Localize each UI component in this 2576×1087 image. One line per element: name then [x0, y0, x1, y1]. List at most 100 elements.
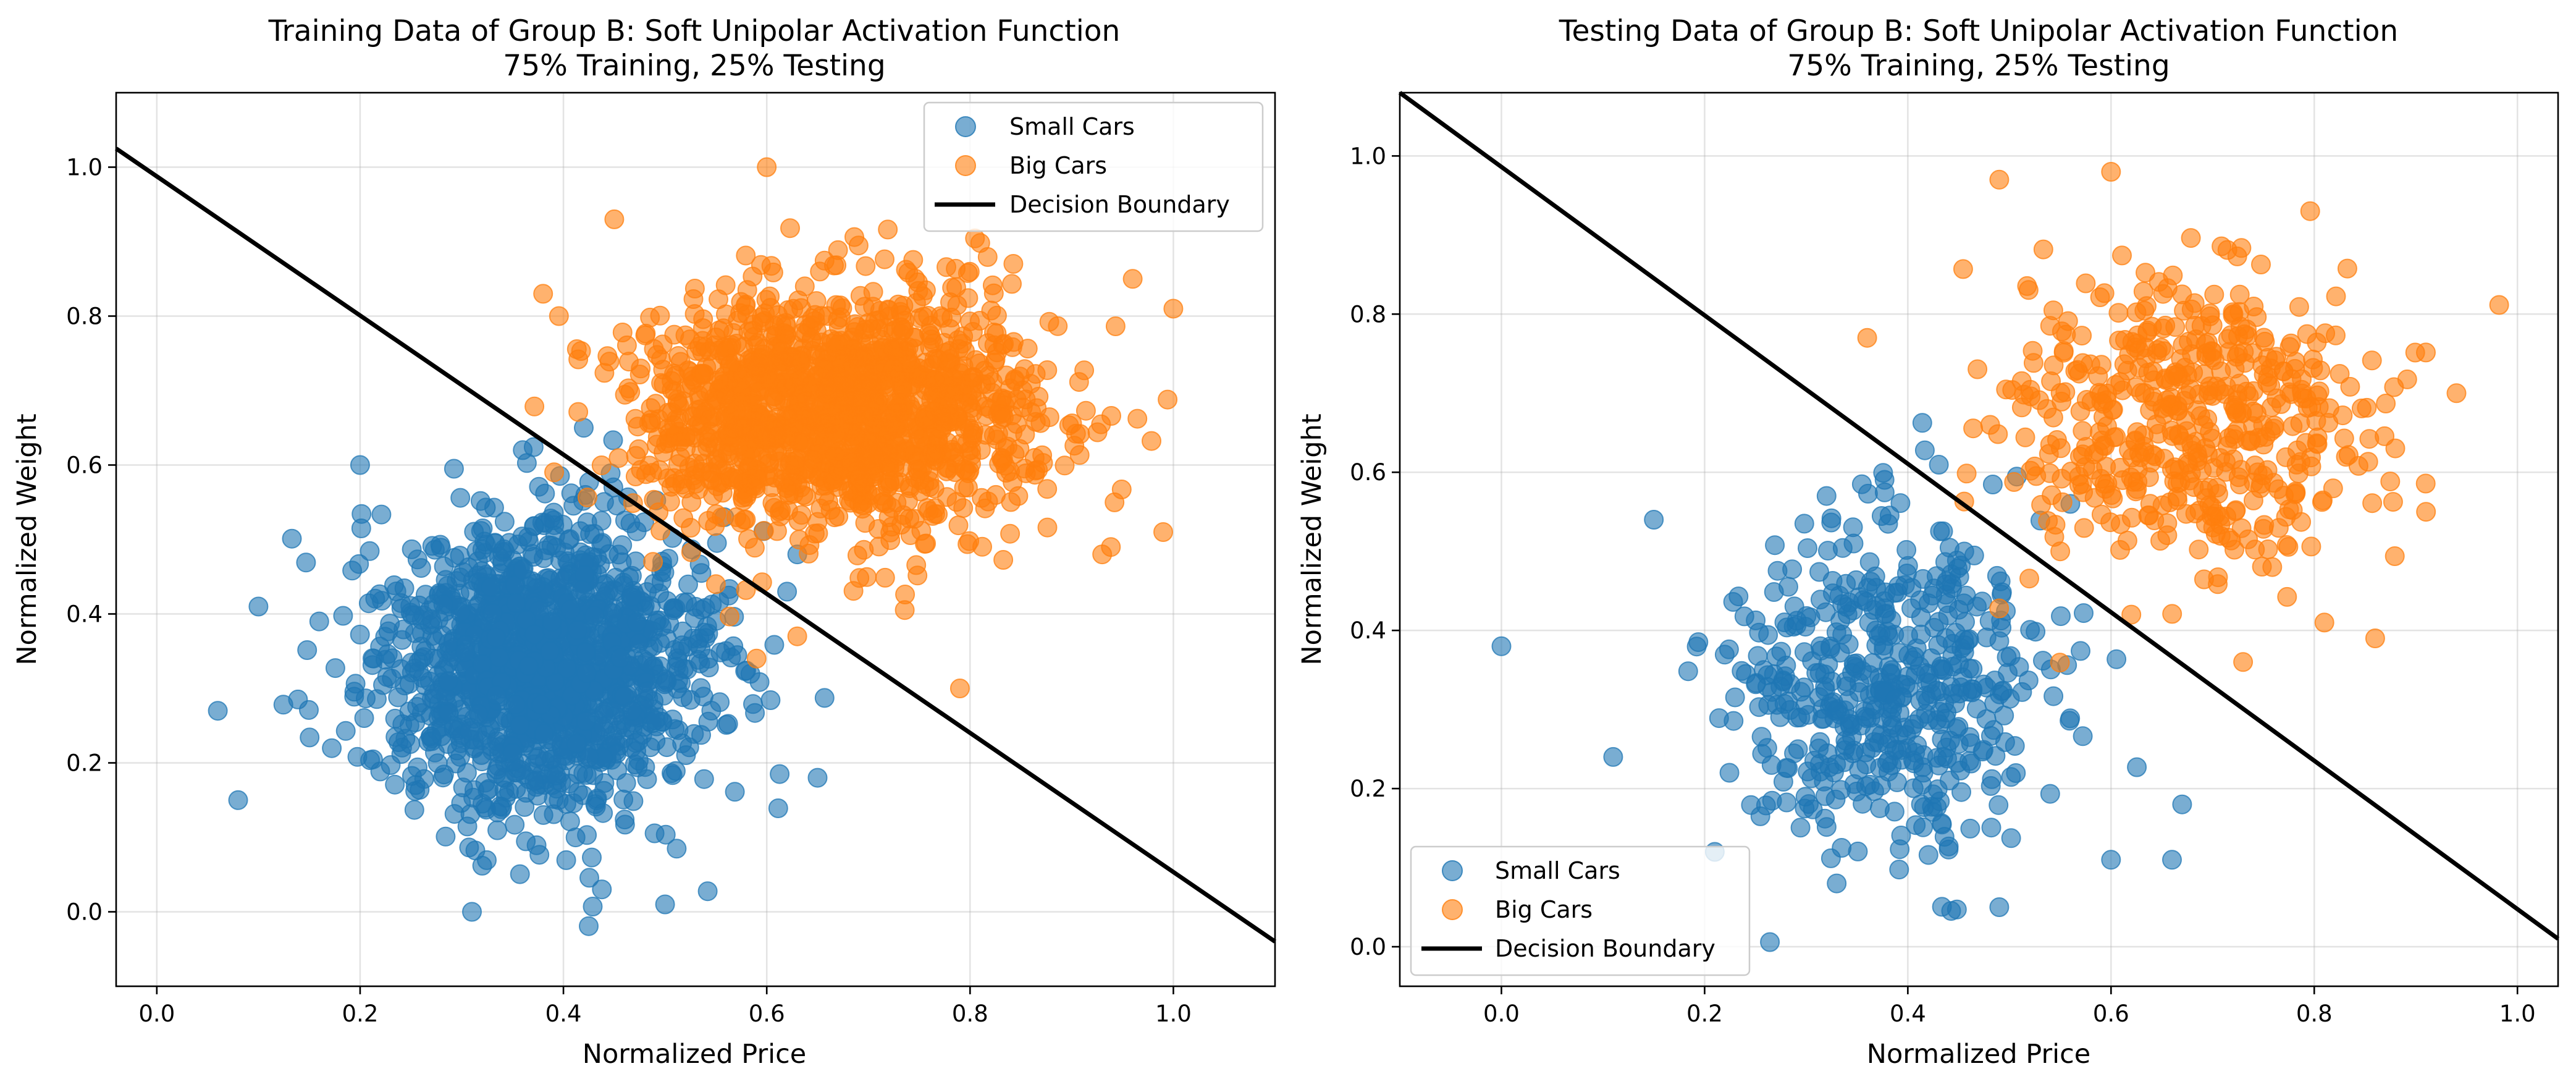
point-small-cars [466, 541, 487, 561]
point-big-cars [650, 305, 670, 326]
x-tick-label: 0.8 [2296, 1000, 2333, 1027]
point-small-cars [1819, 757, 1840, 777]
point-big-cars [2162, 604, 2182, 624]
point-small-cars [444, 459, 464, 479]
testing-chart: Testing Data of Group B: Soft Unipolar A… [1297, 14, 2560, 1070]
point-small-cars [373, 675, 393, 695]
point-small-cars [688, 633, 707, 654]
point-big-cars [1037, 360, 1058, 380]
point-small-cars [385, 774, 405, 795]
x-tick-label: 0.6 [2093, 1000, 2129, 1027]
training-chart: Training Data of Group B: Soft Unipolar … [12, 14, 1276, 1070]
point-big-cars [673, 508, 694, 528]
point-small-cars [2005, 736, 2025, 756]
point-big-cars [692, 462, 712, 482]
point-small-cars [494, 512, 515, 532]
point-small-cars [2033, 651, 2053, 671]
point-big-cars [1000, 523, 1021, 544]
point-small-cars [1760, 932, 1780, 952]
point-small-cars [2026, 622, 2046, 642]
point-big-cars [1153, 522, 1173, 542]
x-tick-label: 0.0 [138, 1000, 175, 1027]
chart-title-line2: 75% Training, 25% Testing [503, 49, 885, 83]
point-small-cars [405, 775, 426, 795]
chart-title-line1: Training Data of Group B: Soft Unipolar … [268, 14, 1121, 48]
point-big-cars [2254, 434, 2274, 455]
point-big-cars [549, 306, 569, 326]
point-big-cars [608, 448, 629, 468]
point-small-cars [550, 569, 570, 588]
point-small-cars [563, 793, 584, 813]
point-big-cars [764, 497, 785, 518]
point-big-cars [2233, 652, 2254, 672]
y-tick-label: 0.2 [1350, 776, 1386, 802]
point-small-cars [540, 641, 560, 661]
point-small-cars [610, 648, 631, 668]
point-small-cars [622, 701, 642, 721]
point-big-cars [2094, 283, 2115, 303]
point-big-cars [577, 488, 597, 507]
x-tick-label: 0.4 [1890, 1000, 1926, 1027]
point-big-cars [681, 492, 702, 512]
point-big-cars [2195, 334, 2216, 354]
point-big-cars [2318, 413, 2339, 433]
point-small-cars [1881, 664, 1901, 685]
point-big-cars [978, 333, 998, 353]
point-big-cars [2101, 162, 2121, 182]
point-big-cars [2142, 444, 2163, 465]
point-small-cars [1982, 475, 2003, 494]
point-big-cars [2247, 307, 2267, 328]
point-small-cars [1780, 674, 1801, 694]
point-big-cars [869, 319, 888, 339]
x-tick-label: 1.0 [1155, 1000, 1192, 1027]
point-big-cars [787, 626, 807, 646]
point-small-cars [490, 563, 511, 583]
legend-marker-big-cars [1442, 899, 1463, 920]
point-big-cars [2192, 460, 2212, 480]
point-small-cars [636, 651, 657, 672]
point-small-cars [208, 701, 228, 721]
point-big-cars [2489, 295, 2509, 315]
point-big-cars [928, 504, 948, 525]
point-small-cars [1989, 795, 2009, 815]
series-small-cars [208, 418, 835, 936]
point-small-cars [402, 653, 422, 673]
point-big-cars [970, 440, 991, 460]
point-small-cars [665, 761, 686, 781]
point-big-cars [2234, 342, 2254, 362]
point-small-cars [1821, 512, 1842, 533]
point-small-cars [1823, 692, 1843, 713]
point-big-cars [2053, 342, 2074, 363]
point-big-cars [2168, 366, 2188, 387]
point-big-cars [2415, 473, 2436, 494]
y-tick-label: 1.0 [66, 154, 103, 181]
point-small-cars [1788, 739, 1808, 759]
point-big-cars [715, 275, 736, 295]
point-big-cars [1003, 254, 1024, 274]
point-small-cars [541, 509, 561, 528]
point-big-cars [827, 370, 848, 390]
point-big-cars [2061, 462, 2081, 481]
point-big-cars [924, 478, 945, 499]
point-big-cars [861, 400, 881, 420]
point-small-cars [1827, 873, 1847, 894]
point-big-cars [700, 421, 720, 442]
point-small-cars [462, 902, 482, 922]
y-tick-label: 0.6 [1350, 459, 1386, 486]
point-big-cars [2258, 539, 2278, 559]
point-small-cars [1872, 709, 1892, 729]
point-small-cars [380, 614, 400, 634]
point-small-cars [1961, 753, 1981, 774]
point-big-cars [2285, 358, 2305, 379]
point-small-cars [1909, 656, 1930, 677]
point-big-cars [856, 256, 876, 276]
point-small-cars [1887, 772, 1907, 792]
point-big-cars [2228, 467, 2249, 488]
point-small-cars [1741, 795, 1761, 815]
point-big-cars [2092, 430, 2112, 450]
point-small-cars [350, 455, 370, 475]
point-small-cars [1948, 599, 1969, 620]
point-small-cars [807, 768, 828, 788]
point-small-cars [770, 764, 790, 784]
point-small-cars [1926, 680, 1947, 701]
